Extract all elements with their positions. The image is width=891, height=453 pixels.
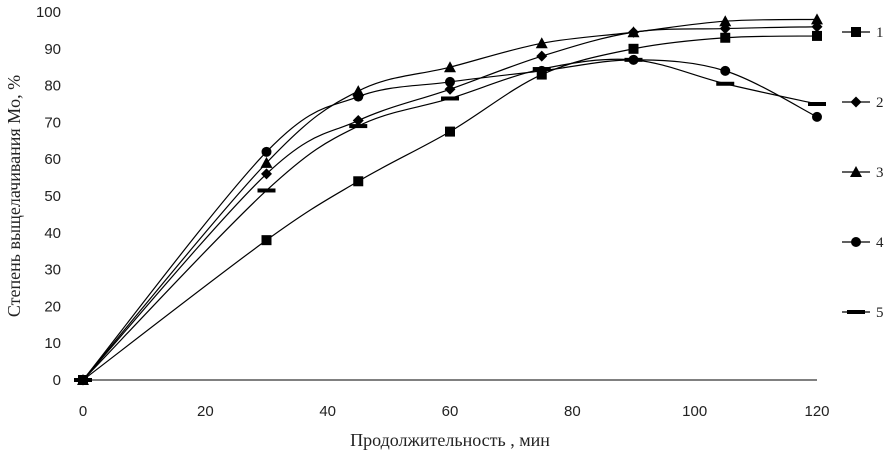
data-point-series-2 [352,115,364,127]
legend-label-4: 4 [876,235,884,251]
x-tick-label: 20 [197,403,214,420]
x-tick-label: 100 [682,403,707,420]
x-axis-title: Продолжительность , мин [350,430,550,450]
data-point-series-4 [812,111,822,122]
data-point-series-4 [353,91,364,102]
data-point-series-5 [257,188,276,193]
data-point-series-5 [441,96,459,101]
data-point-series-2 [444,83,456,95]
legend-label-2: 2 [876,95,884,111]
series-line-3 [82,18,818,381]
y-axis-title: Степень выщелачивания Mo, % [4,75,24,317]
data-point-series-4 [445,76,455,87]
x-tick-label: 0 [79,403,87,420]
data-point-series-1 [353,176,364,187]
y-tick-label: 20 [44,298,61,315]
data-point-series-3 [627,26,640,38]
data-point-series-2 [261,168,272,180]
legend: 1 2 3 4 5 [842,25,884,321]
series-lines [82,18,818,381]
series-line-5 [82,58,818,381]
x-tick-label: 60 [442,403,459,420]
x-tick-label: 120 [804,403,829,420]
legend-label-5: 5 [876,305,884,321]
y-tick-label: 90 [44,41,61,58]
y-tick-label: 40 [44,225,61,242]
legend-marker-1 [851,27,861,37]
legend-label-3: 3 [876,165,884,181]
data-point-series-1 [445,126,455,137]
y-tick-label: 30 [44,262,61,279]
data-point-series-3 [811,13,823,25]
tick-labels: 0 20 40 60 80 100 120 0 10 20 30 40 50 60 70 80 90 100 [36,4,830,420]
y-tick-label: 100 [36,4,61,21]
data-point-series-5 [349,124,368,129]
data-point-series-3 [535,37,548,49]
data-point-series-5 [624,57,643,62]
data-point-series-2 [536,50,548,62]
y-tick-label: 80 [44,78,61,95]
series-line-2 [82,26,818,381]
data-point-series-4 [261,146,272,157]
data-point-series-1 [812,30,822,41]
legend-marker-3 [850,166,862,177]
legend-marker-5 [847,310,865,314]
data-point-series-1 [261,235,272,246]
y-tick-label: 0 [53,372,61,389]
legend-marker-4 [851,237,861,247]
x-tick-label: 80 [564,403,581,420]
y-tick-label: 10 [44,335,61,352]
data-point-series-1 [628,43,639,54]
y-tick-label: 60 [44,151,61,168]
data-point-series-3 [444,61,456,73]
data-point-series-4 [720,65,731,76]
data-point-series-5 [74,378,92,382]
data-point-series-5 [808,102,826,106]
x-tick-label: 40 [319,403,336,420]
y-tick-label: 70 [44,114,61,131]
data-point-series-5 [716,81,735,86]
data-point-series-3 [719,15,732,27]
legend-label-1: 1 [876,25,884,41]
y-tick-label: 50 [44,188,61,205]
data-point-series-3 [260,156,273,168]
legend-marker-2 [850,96,862,108]
series-line-1 [82,35,818,381]
data-point-series-1 [720,32,731,43]
series-markers [74,13,826,386]
series-line-4 [82,59,818,381]
data-point-series-5 [532,67,551,72]
